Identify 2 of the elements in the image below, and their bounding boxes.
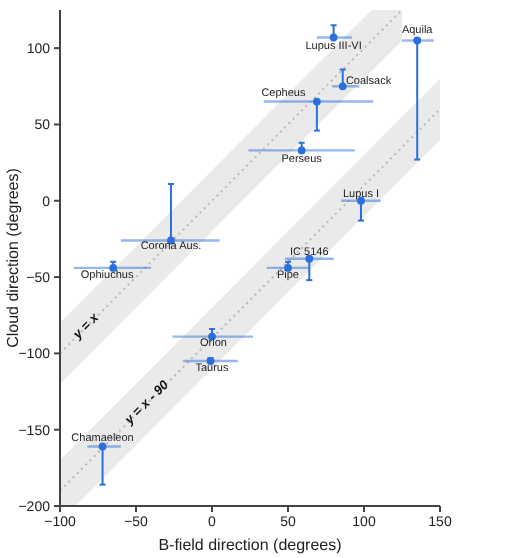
x-axis-title: B-field direction (degrees) [158, 536, 343, 554]
y-axis-title: Cloud direction (degrees) [3, 167, 22, 348]
